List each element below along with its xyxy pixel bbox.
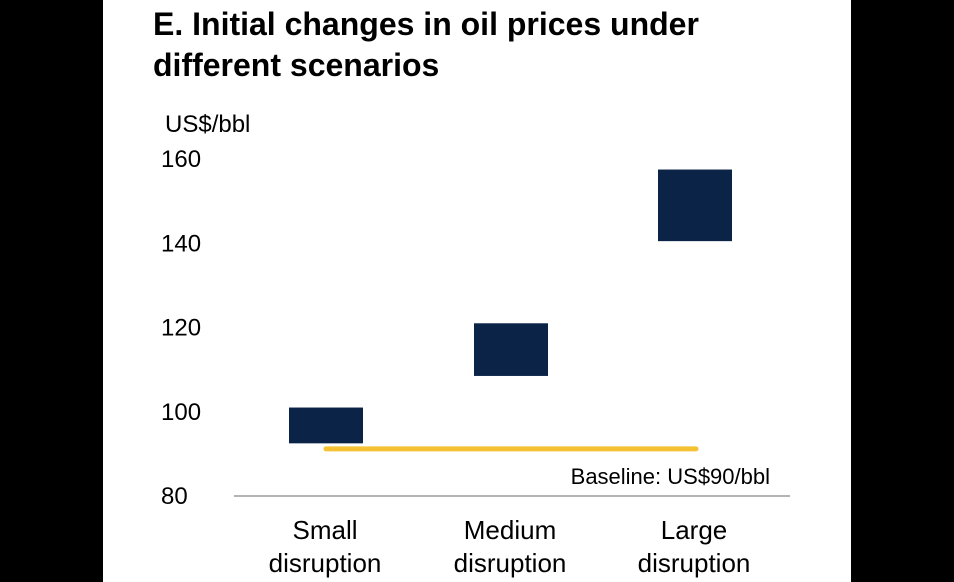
- range-bar: [474, 323, 548, 376]
- y-tick-label: 100: [161, 399, 201, 426]
- y-axis-unit-label: US$/bbl: [165, 111, 250, 138]
- range-bar: [289, 407, 363, 444]
- x-category-label: Large disruption: [638, 515, 751, 578]
- baseline-label: Baseline: US$90/bbl: [571, 464, 770, 489]
- chart-panel: E. Initial changes in oil prices under d…: [103, 0, 851, 582]
- y-tick-label: 120: [161, 315, 201, 342]
- y-axis-ticks: 80 100 120 140 160: [161, 146, 201, 510]
- chart: US$/bbl 80 100 120 140 160 Baseline: US$90/b…: [161, 111, 790, 578]
- x-category-label: Small disruption: [269, 515, 382, 578]
- chart-title: E. Initial changes in oil prices under d…: [153, 6, 699, 83]
- y-tick-label: 140: [161, 230, 201, 257]
- x-category-label: Medium disruption: [454, 515, 567, 578]
- range-bars: [289, 169, 732, 444]
- x-axis-categories: Small disruption Medium disruption Large disr…: [269, 515, 751, 578]
- y-tick-label: 80: [161, 483, 188, 510]
- range-bar: [658, 169, 732, 242]
- y-tick-label: 160: [161, 146, 201, 173]
